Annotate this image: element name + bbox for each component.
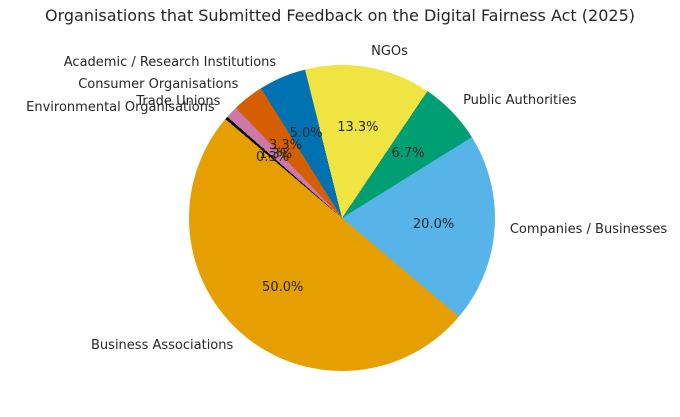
chart-title: Organisations that Submitted Feedback on… — [44, 6, 635, 25]
slice-label-trade-unions: Trade Unions — [136, 93, 221, 109]
slice-label-consumer-organisations: Consumer Organisations — [78, 77, 239, 93]
slice-pct-trade-unions: 1.3% — [259, 146, 293, 162]
slice-pct-academic-research-institutions: 5.0% — [289, 125, 323, 141]
slice-label-environmental-organisations: Environmental Organisations — [26, 99, 215, 115]
slice-pct-environmental-organisations: 0.3% — [256, 149, 290, 165]
slice-pct-companies-businesses: 20.0% — [412, 216, 455, 232]
slice-label-business-associations: Business Associations — [91, 338, 234, 354]
slice-pct-business-associations: 50.0% — [262, 280, 304, 296]
pie — [189, 65, 495, 371]
slice-pct-ngos: 13.3% — [337, 119, 379, 135]
slice-label-academic-research-institutions: Academic / Research Institutions — [63, 55, 277, 71]
slice-pct-consumer-organisations: 3.3% — [269, 137, 303, 153]
slice-label-companies-businesses: Companies / Businesses — [509, 222, 668, 238]
slice-label-ngos: NGOs — [371, 44, 408, 60]
slice-pct-public-authorities: 6.7% — [391, 146, 425, 162]
slice-label-public-authorities: Public Authorities — [463, 93, 577, 109]
